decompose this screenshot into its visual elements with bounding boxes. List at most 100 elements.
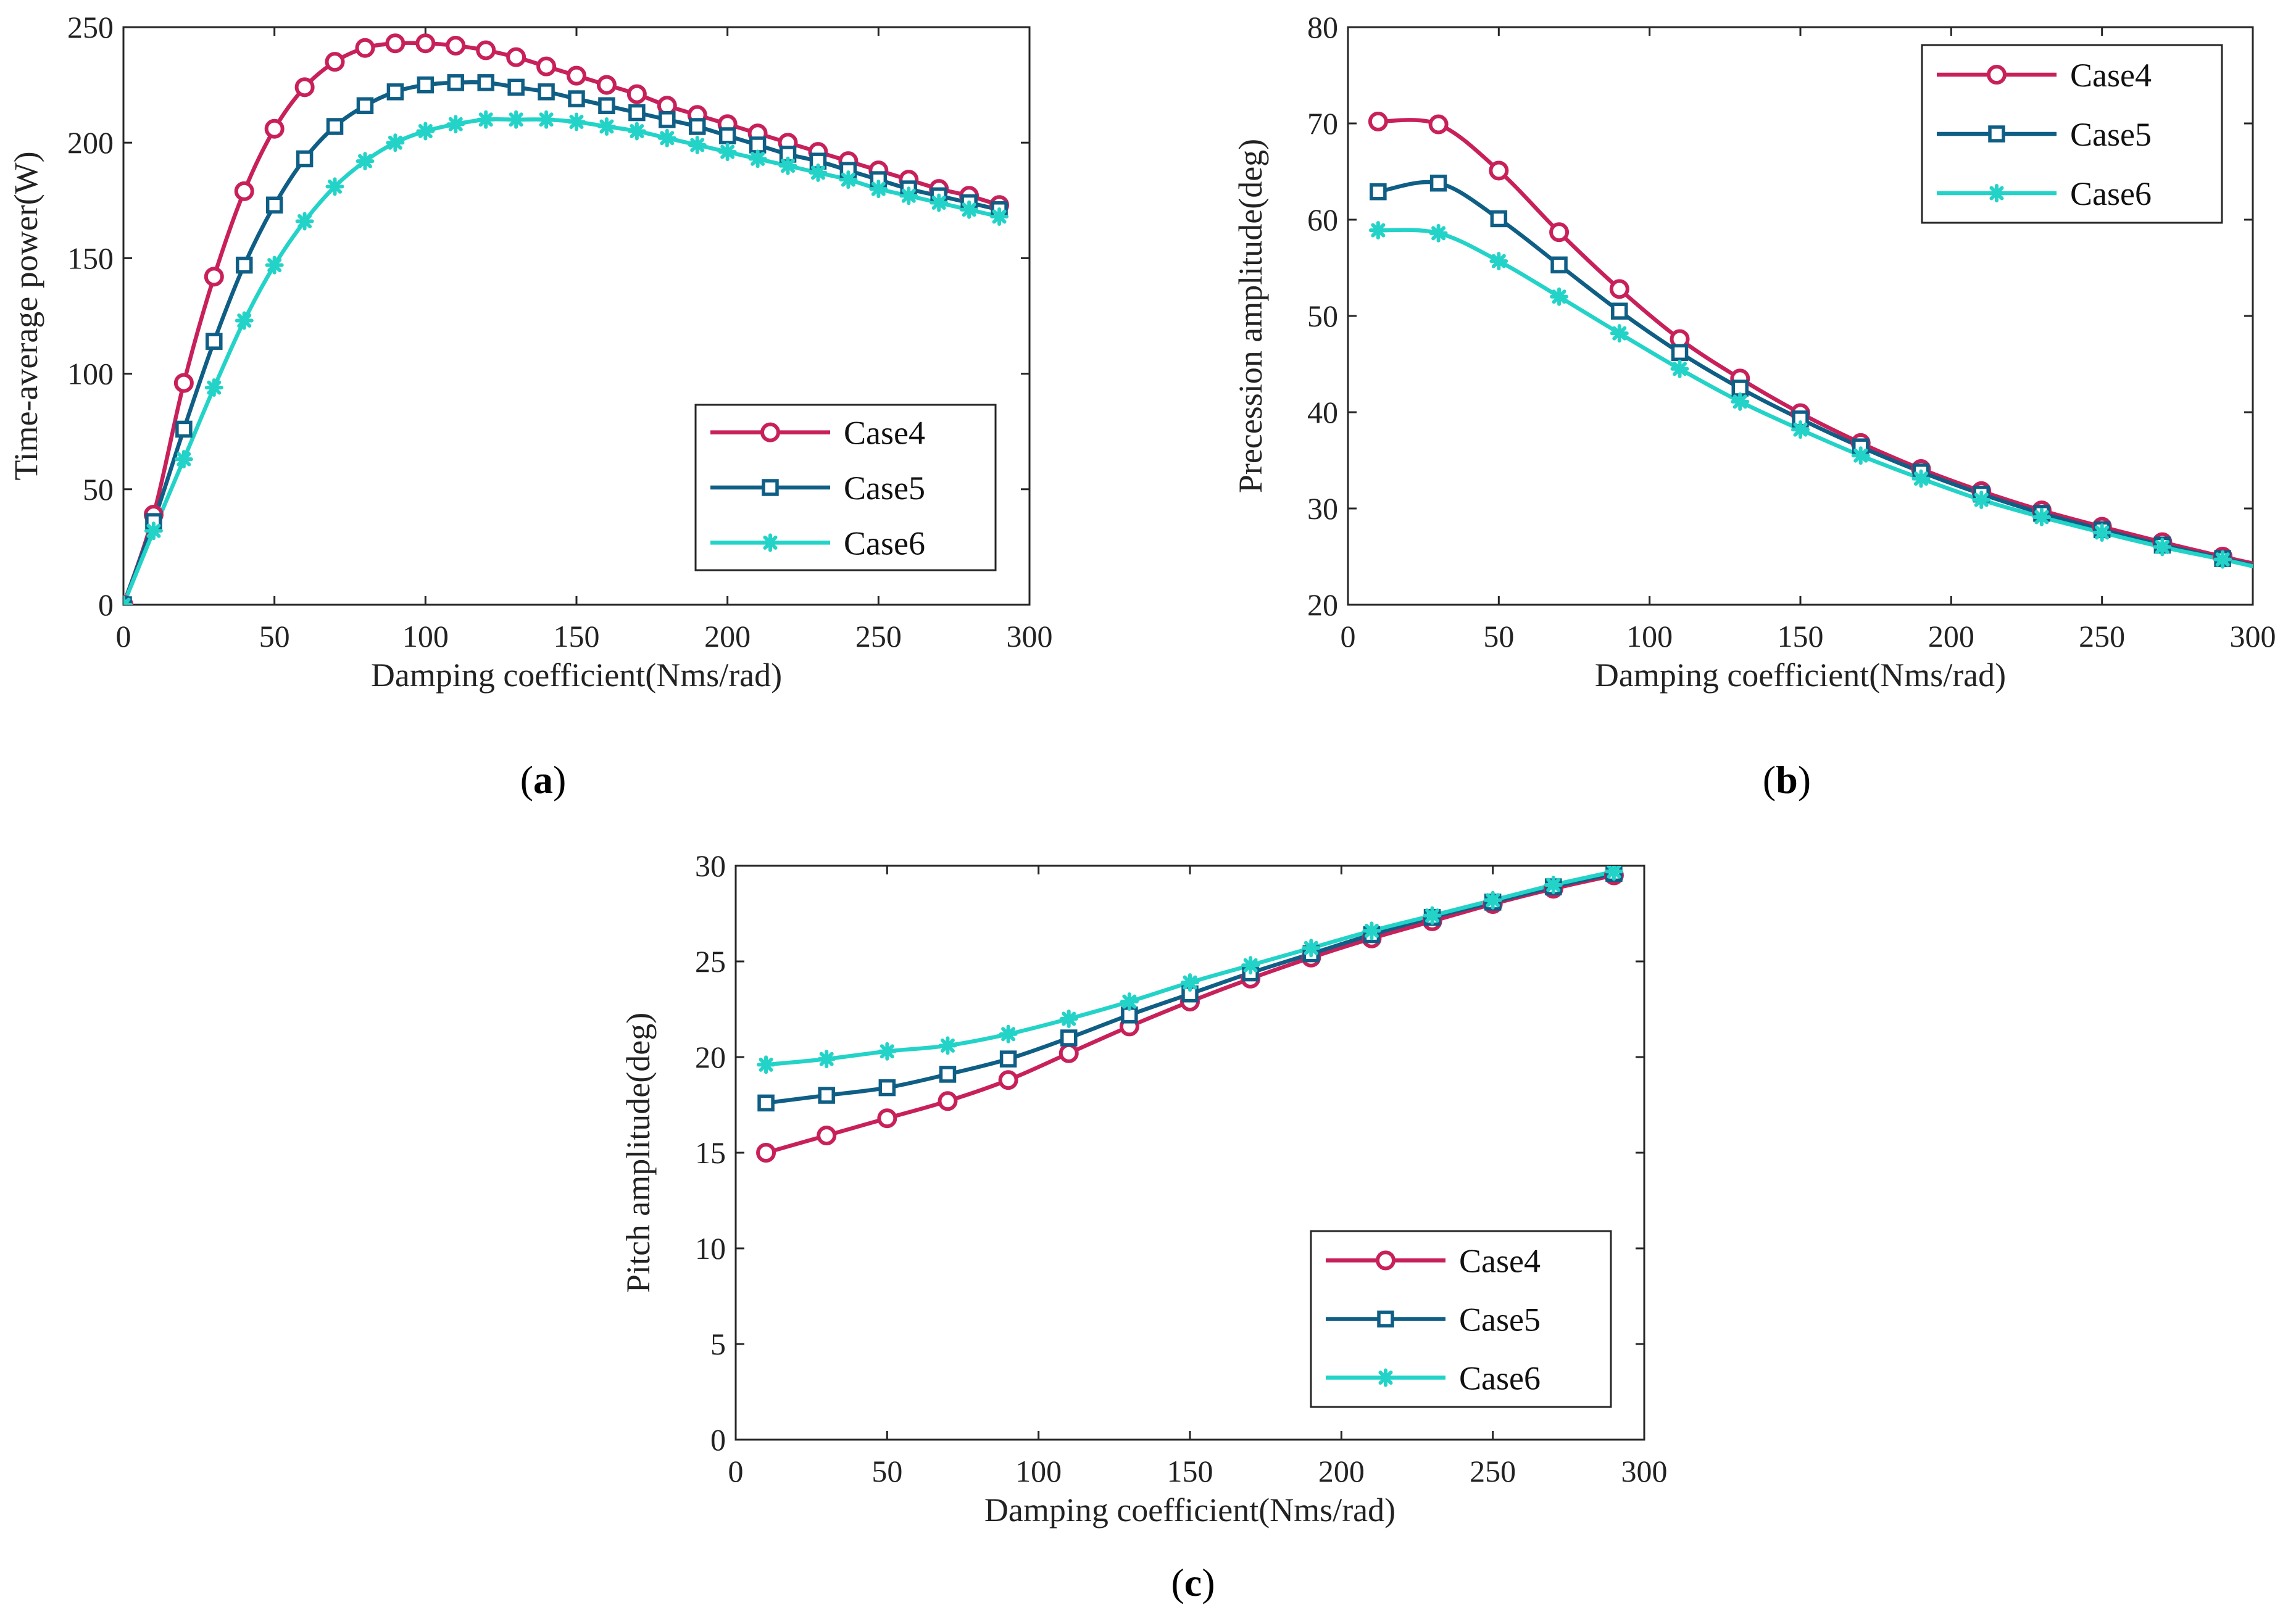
y-tick-label: 200 — [67, 125, 114, 160]
data-point-case4 — [1489, 160, 1509, 181]
panel-label: (b) — [1763, 758, 1811, 802]
data-point-case4 — [476, 40, 496, 60]
legend-label-case6: Case6 — [2070, 175, 2152, 212]
chart-c: 0 50 100 150 200 250 300 0 5 10 15 20 25 30 Damping co… — [620, 848, 1668, 1604]
data-point-case5 — [235, 256, 253, 274]
data-point-case5 — [1671, 344, 1689, 362]
data-point-case5 — [1550, 256, 1568, 274]
data-point-case6 — [899, 186, 918, 205]
data-point-case6 — [2213, 550, 2232, 569]
data-point-case6 — [265, 255, 284, 275]
legend-label-case4: Case4 — [2070, 57, 2152, 94]
data-point-case4 — [567, 65, 586, 86]
data-point-case4 — [626, 84, 647, 104]
data-point-case6 — [235, 311, 254, 330]
data-point-case6 — [476, 110, 496, 129]
data-point-case5 — [999, 1050, 1017, 1068]
y-tick-label: 50 — [1307, 299, 1338, 333]
data-point-case6 — [597, 117, 616, 136]
data-point-case5 — [507, 78, 525, 96]
data-point-case5 — [538, 83, 555, 101]
data-point-case5 — [356, 97, 374, 115]
data-point-case6 — [1544, 876, 1563, 894]
legend-marker-case5 — [1988, 125, 2005, 143]
legend-marker-case4 — [1376, 1250, 1395, 1271]
data-point-case6 — [1429, 223, 1448, 243]
y-axis-label: Precession amplitude(deg) — [1232, 139, 1269, 493]
x-tick-label: 300 — [2230, 619, 2276, 653]
x-tick-label: 0 — [728, 1454, 744, 1488]
x-tick-label: 300 — [1621, 1454, 1668, 1488]
data-point-case4 — [756, 1143, 776, 1163]
panel-label-open: ( — [1763, 758, 1776, 802]
data-point-case6 — [878, 1042, 897, 1061]
panel-label-letter: a — [533, 758, 553, 802]
data-point-case6 — [1670, 359, 1689, 378]
data-point-case5 — [1060, 1029, 1078, 1047]
y-axis-label: Time-average power(W) — [7, 151, 44, 480]
y-tick-label: 0 — [98, 587, 114, 622]
x-tick-label: 200 — [1928, 619, 1974, 653]
legend: Case4 Case5 Case6 — [1310, 1230, 1612, 1408]
panel-label-close: ) — [1798, 758, 1811, 802]
data-point-case6 — [1972, 490, 1991, 509]
data-point-case4 — [385, 33, 406, 54]
data-point-case6 — [1120, 992, 1139, 1011]
data-point-case5 — [386, 83, 404, 101]
x-tick-label: 250 — [1470, 1454, 1516, 1488]
data-point-case6 — [2092, 523, 2111, 542]
x-tick-label: 150 — [554, 619, 600, 653]
data-point-case6 — [718, 143, 737, 162]
data-point-case6 — [990, 207, 1009, 226]
data-point-case4 — [596, 75, 617, 95]
data-point-case6 — [778, 156, 797, 175]
data-point-case6 — [1731, 392, 1750, 411]
data-point-case6 — [1362, 921, 1381, 940]
y-tick-label: 80 — [1307, 10, 1338, 44]
series-line-case5 — [1376, 180, 2253, 568]
data-point-case6 — [1302, 939, 1321, 958]
data-point-case6 — [869, 180, 888, 199]
x-tick-label: 50 — [259, 619, 290, 653]
chart-b: 0 50 100 150 200 250 300 20 30 40 50 60 70 80 Damping … — [1232, 10, 2276, 802]
data-point-case6 — [1368, 221, 1387, 240]
data-point-case5 — [1490, 210, 1508, 228]
panel-label-letter: b — [1776, 758, 1798, 802]
data-point-case5 — [477, 74, 494, 91]
data-point-case5 — [1429, 174, 1447, 192]
data-point-case4 — [264, 118, 285, 139]
legend-label-case6: Case6 — [844, 525, 925, 562]
data-point-case4 — [234, 181, 254, 201]
data-point-case4 — [817, 1126, 837, 1146]
series-line-case6 — [1376, 228, 2253, 568]
data-point-case6 — [1604, 866, 1623, 881]
data-point-case4 — [1609, 279, 1629, 299]
data-point-case4 — [877, 1108, 897, 1129]
data-point-case6 — [1181, 973, 1199, 992]
data-point-case4 — [415, 33, 436, 54]
x-tick-label: 100 — [1626, 619, 1673, 653]
data-point-case6 — [1610, 324, 1629, 343]
panel-label: (c) — [1171, 1561, 1215, 1604]
legend-marker-case6 — [761, 533, 780, 552]
data-point-case5 — [206, 333, 223, 350]
data-point-case6 — [1791, 420, 1810, 439]
data-point-case5 — [447, 74, 465, 91]
data-point-case4 — [998, 1070, 1018, 1090]
panel-label-open: ( — [1171, 1561, 1184, 1604]
data-point-case6 — [757, 1055, 776, 1074]
data-point-case6 — [627, 122, 646, 141]
data-point-case5 — [659, 111, 676, 128]
legend-label-case5: Case5 — [844, 470, 925, 507]
data-point-case5 — [326, 118, 344, 135]
panel-label-close: ) — [553, 758, 566, 802]
data-point-case4 — [1549, 222, 1570, 243]
y-tick-label: 15 — [695, 1135, 726, 1170]
data-point-case5 — [939, 1066, 957, 1083]
data-point-case6 — [386, 133, 405, 152]
y-tick-label: 20 — [1307, 587, 1338, 622]
data-point-case6 — [657, 128, 676, 147]
y-tick-label: 10 — [695, 1231, 726, 1266]
data-point-case6 — [960, 200, 979, 219]
legend-marker-case5 — [1377, 1310, 1394, 1328]
